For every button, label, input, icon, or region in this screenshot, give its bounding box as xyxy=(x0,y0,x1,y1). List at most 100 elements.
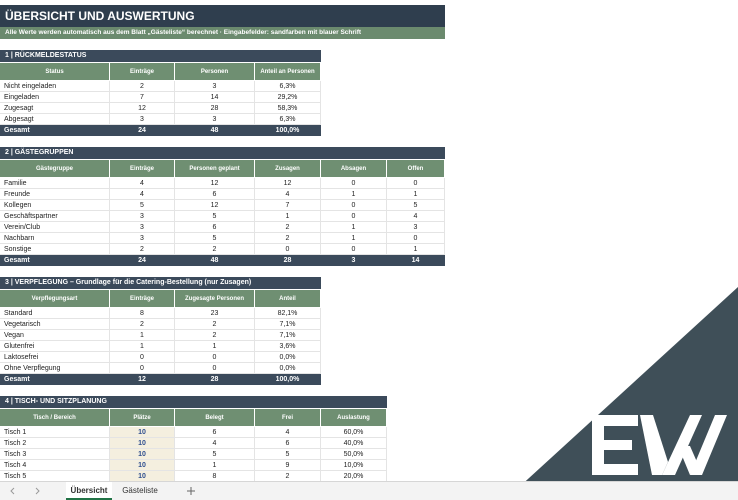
table-cell: 4 xyxy=(110,189,175,200)
table-cell: 1 xyxy=(321,222,387,233)
column-header: Frei xyxy=(255,409,321,426)
table-cell: 4 xyxy=(255,189,321,200)
table-cell: 0 xyxy=(255,244,321,255)
sheet-tab[interactable]: Gästeliste xyxy=(122,486,158,495)
total-cell: Gesamt xyxy=(0,125,110,136)
column-header: Offen xyxy=(387,160,445,177)
table-cell: Laktosefrei xyxy=(0,352,110,363)
table-cell: Glutenfrei xyxy=(0,341,110,352)
table-cell: 7,1% xyxy=(255,319,321,330)
table-cell: 4 xyxy=(255,427,321,438)
table-cell: 1 xyxy=(175,460,255,471)
table-cell: 5 xyxy=(387,200,445,211)
section-header: 1 | RÜCKMELDESTATUS xyxy=(0,50,321,62)
table-cell: 7,1% xyxy=(255,330,321,341)
column-header: Plätze xyxy=(110,409,175,426)
table-cell: 14 xyxy=(175,92,255,103)
table-cell: 0 xyxy=(321,211,387,222)
section-header: 3 | VERPFLEGUNG – Grundlage für die Cate… xyxy=(0,277,321,289)
total-cell: 48 xyxy=(175,255,255,266)
table-cell: 4 xyxy=(387,211,445,222)
column-header: Absagen xyxy=(321,160,387,177)
column-header: Gästegruppe xyxy=(0,160,110,177)
table-cell: 1 xyxy=(387,189,445,200)
table-cell: 4 xyxy=(110,178,175,189)
table-cell: 10 xyxy=(110,438,175,449)
table-cell: 50,0% xyxy=(321,449,387,460)
table-cell: Eingeladen xyxy=(0,92,110,103)
add-sheet-button[interactable] xyxy=(186,486,196,496)
tab-scroll-arrows[interactable] xyxy=(6,486,46,496)
table-cell: 12 xyxy=(175,178,255,189)
table-cell: Ohne Verpflegung xyxy=(0,363,110,374)
total-cell: 24 xyxy=(110,125,175,136)
sheet-title: ÜBERSICHT UND AUSWERTUNG xyxy=(0,5,445,27)
table-cell: 3 xyxy=(175,81,255,92)
table-cell: Geschäftspartner xyxy=(0,211,110,222)
table-cell: 3 xyxy=(110,114,175,125)
table-cell: 12 xyxy=(110,103,175,114)
table-cell: 0,0% xyxy=(255,352,321,363)
total-cell: 12 xyxy=(110,374,175,385)
table-cell: Nicht eingeladen xyxy=(0,81,110,92)
table-cell: 6 xyxy=(175,427,255,438)
column-header: Anteil an Personen xyxy=(255,63,321,80)
table-cell: 10,0% xyxy=(321,460,387,471)
total-cell: 24 xyxy=(110,255,175,266)
table-cell: 8 xyxy=(110,308,175,319)
table-cell: Tisch 3 xyxy=(0,449,110,460)
table-cell: 10 xyxy=(110,449,175,460)
total-cell: 100,0% xyxy=(255,374,321,385)
table-cell: 0 xyxy=(321,200,387,211)
section-header: 4 | TISCH- UND SITZPLANUNG xyxy=(0,396,387,408)
column-header: Einträge xyxy=(110,290,175,307)
table-cell: 5 xyxy=(175,449,255,460)
table-cell: 0 xyxy=(110,352,175,363)
table-cell: 2 xyxy=(175,330,255,341)
column-header: Tisch / Bereich xyxy=(0,409,110,426)
table-cell: 2 xyxy=(110,319,175,330)
table-cell: 10 xyxy=(110,460,175,471)
table-cell: 1 xyxy=(321,189,387,200)
table-cell: Abgesagt xyxy=(0,114,110,125)
table-cell: 2 xyxy=(255,233,321,244)
table-cell: 1 xyxy=(321,233,387,244)
table-cell: 29,2% xyxy=(255,92,321,103)
table-cell: 2 xyxy=(255,222,321,233)
table-cell: 0 xyxy=(175,352,255,363)
total-cell: 3 xyxy=(321,255,387,266)
total-cell: 100,0% xyxy=(255,125,321,136)
column-header: Belegt xyxy=(175,409,255,426)
table-cell: 1 xyxy=(255,211,321,222)
section-header: 2 | GÄSTEGRUPPEN xyxy=(0,147,445,159)
table-cell: 5 xyxy=(175,211,255,222)
table-cell: 7 xyxy=(110,92,175,103)
table-cell: 0 xyxy=(387,233,445,244)
table-cell: 6 xyxy=(175,222,255,233)
table-cell: 2 xyxy=(175,319,255,330)
total-cell: 28 xyxy=(175,374,255,385)
table-cell: 0 xyxy=(387,178,445,189)
table-cell: Familie xyxy=(0,178,110,189)
table-cell: 0 xyxy=(110,363,175,374)
column-header: Personen xyxy=(175,63,255,80)
column-header: Zusagen xyxy=(255,160,321,177)
table-cell: 82,1% xyxy=(255,308,321,319)
table-cell: Vegetarisch xyxy=(0,319,110,330)
column-header: Einträge xyxy=(110,63,175,80)
table-cell: Tisch 2 xyxy=(0,438,110,449)
table-cell: Vegan xyxy=(0,330,110,341)
total-cell: 14 xyxy=(387,255,445,266)
sheet-tab[interactable]: Übersicht xyxy=(66,482,112,500)
column-header: Verpflegungsart xyxy=(0,290,110,307)
table-cell: 6,3% xyxy=(255,81,321,92)
table-cell: 3 xyxy=(110,222,175,233)
column-header: Anteil xyxy=(255,290,321,307)
column-header: Status xyxy=(0,63,110,80)
table-cell: 5 xyxy=(175,233,255,244)
column-header: Personen geplant xyxy=(175,160,255,177)
table-cell: 2 xyxy=(175,244,255,255)
table-cell: 10 xyxy=(110,427,175,438)
